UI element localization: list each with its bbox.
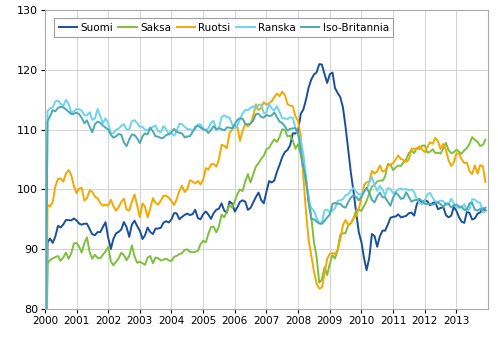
Line: Suomi: Suomi [45,64,486,343]
Legend: Suomi, Saksa, Ruotsi, Ranska, Iso-Britannia: Suomi, Saksa, Ruotsi, Ranska, Iso-Britan… [54,19,393,37]
Line: Ruotsi: Ruotsi [45,92,486,343]
Line: Ranska: Ranska [45,100,486,343]
Line: Saksa: Saksa [45,129,486,343]
Line: Iso-Britannia: Iso-Britannia [45,107,486,343]
